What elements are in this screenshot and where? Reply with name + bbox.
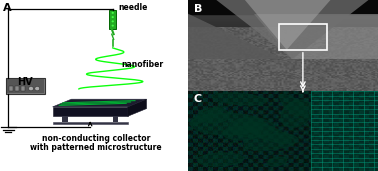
Bar [15, 86, 19, 91]
Text: non-conducting collector: non-conducting collector [42, 134, 150, 143]
Circle shape [112, 12, 114, 14]
Polygon shape [189, 107, 223, 125]
Text: with patterned microstructure: with patterned microstructure [30, 143, 162, 152]
Circle shape [112, 25, 114, 27]
Polygon shape [128, 99, 147, 116]
Circle shape [29, 86, 33, 91]
Polygon shape [254, 14, 378, 59]
Polygon shape [198, 108, 229, 123]
Text: HV: HV [17, 77, 33, 87]
Circle shape [35, 86, 40, 91]
Text: nanofiber: nanofiber [121, 61, 163, 69]
Polygon shape [53, 99, 147, 107]
FancyBboxPatch shape [6, 78, 45, 94]
Polygon shape [268, 157, 287, 166]
Polygon shape [281, 100, 312, 127]
Polygon shape [280, 94, 307, 116]
Bar [9, 86, 13, 91]
Polygon shape [244, 134, 297, 150]
Polygon shape [229, 118, 274, 137]
Circle shape [112, 20, 114, 22]
Polygon shape [244, 122, 291, 143]
Bar [113, 116, 118, 122]
Bar [62, 116, 68, 122]
Polygon shape [191, 113, 263, 135]
Polygon shape [223, 126, 261, 140]
Polygon shape [53, 107, 128, 116]
Bar [21, 86, 25, 91]
Polygon shape [212, 93, 266, 105]
Polygon shape [188, 14, 283, 59]
Bar [53, 122, 128, 124]
Polygon shape [216, 0, 369, 59]
Text: C: C [194, 94, 202, 104]
Text: A: A [3, 3, 11, 12]
Text: B: B [194, 4, 202, 14]
Circle shape [112, 16, 114, 18]
Polygon shape [197, 153, 244, 166]
Text: needle: needle [118, 3, 148, 12]
Polygon shape [245, 0, 330, 50]
Bar [109, 10, 116, 29]
Bar [7, 79, 43, 93]
Bar [279, 24, 327, 50]
